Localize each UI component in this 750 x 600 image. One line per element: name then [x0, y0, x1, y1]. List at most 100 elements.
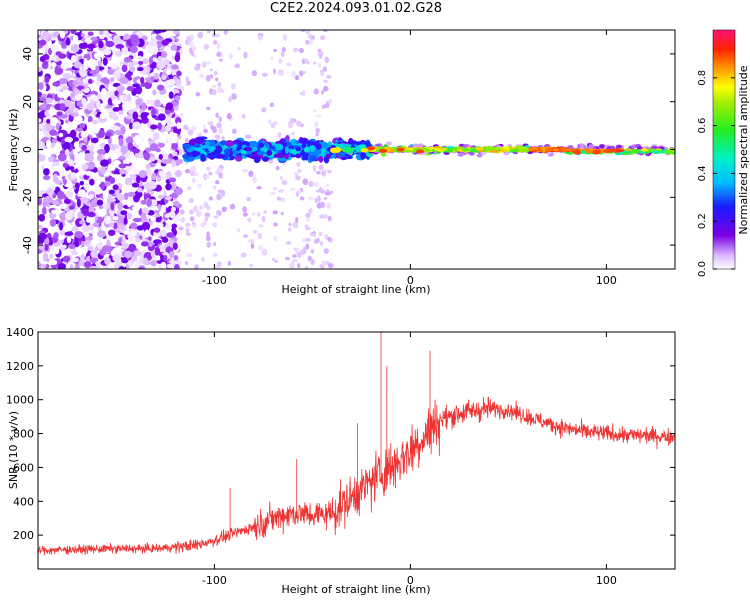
- snr-x-tick-label: 0: [407, 574, 414, 587]
- heatmap-cell: [313, 61, 317, 65]
- heatmap-cell: [354, 146, 362, 151]
- heatmap-cell: [169, 250, 175, 259]
- heatmap-cell: [103, 78, 110, 85]
- heatmap-cell: [178, 226, 184, 231]
- heatmap-cell: [135, 175, 141, 184]
- heatmap-cell: [218, 210, 222, 216]
- heatmap-cell: [112, 216, 119, 221]
- heatmap-cell: [258, 142, 265, 148]
- heatmap-cell: [153, 30, 163, 34]
- heatmap-cell: [171, 136, 178, 144]
- heatmap-cell: [208, 196, 213, 201]
- heatmap-cell: [236, 228, 241, 233]
- heatmap-cell: [97, 60, 103, 67]
- heatmap-cell: [150, 124, 158, 130]
- heatmap-cell: [42, 44, 47, 53]
- heatmap-cell: [324, 191, 331, 196]
- heatmap-cell: [49, 218, 57, 227]
- heatmap-cell: [137, 55, 143, 60]
- snr-x-tick-label: 100: [596, 574, 617, 587]
- heatmap-cell: [173, 200, 180, 207]
- heatmap-cell: [206, 241, 211, 248]
- heatmap-cell: [588, 144, 595, 149]
- heatmap-cell: [86, 211, 96, 218]
- heatmap-cell: [58, 77, 68, 85]
- heatmap-cell: [81, 42, 88, 49]
- heatmap-cell: [44, 75, 50, 84]
- heatmap-cell: [103, 66, 109, 72]
- heatmap-cell: [172, 242, 178, 251]
- heatmap-cell: [249, 140, 258, 148]
- heatmap-cell: [114, 129, 123, 136]
- heatmap-cell: [149, 143, 159, 152]
- heatmap-cell: [640, 148, 648, 152]
- heatmap-cell: [111, 99, 121, 105]
- heatmap-cell: [169, 131, 174, 139]
- heatmap-cell: [122, 105, 129, 113]
- heatmap-cell: [234, 63, 241, 69]
- heatmap-cell: [169, 259, 179, 265]
- heatmap-cell: [246, 196, 251, 202]
- heatmap-cell: [412, 143, 419, 148]
- heatmap-cell: [74, 182, 80, 189]
- heatmap-cell: [253, 156, 261, 164]
- heatmap-cell: [190, 150, 199, 158]
- heatmap-cell: [177, 159, 183, 165]
- heatmap-cell: [129, 230, 138, 236]
- heatmap-cell: [305, 213, 311, 218]
- snr-frame: [37, 331, 676, 570]
- heatmap-cell: [317, 195, 321, 203]
- heatmap-y-tick-label: 40: [21, 47, 34, 61]
- heatmap-cell: [152, 89, 157, 96]
- heatmap-cell: [86, 218, 92, 223]
- heatmap-cell: [272, 68, 277, 75]
- heatmap-cell: [108, 263, 115, 269]
- heatmap-cell: [302, 246, 307, 253]
- heatmap-cell: [161, 39, 169, 46]
- heatmap-cell: [166, 116, 171, 125]
- heatmap-cell: [175, 220, 182, 228]
- heatmap-cell: [189, 216, 195, 222]
- heatmap-cell: [273, 153, 284, 158]
- heatmap-cell: [190, 51, 195, 56]
- heatmap-cell: [213, 185, 217, 190]
- heatmap-cell: [187, 186, 192, 191]
- heatmap-cell: [132, 148, 140, 154]
- heatmap-cell: [124, 180, 134, 186]
- colorbar: 0.0 0.2 0.4 0.6 0.8 Normalized spectral ampl…: [697, 29, 750, 277]
- heatmap-cell: [165, 183, 172, 191]
- heatmap-cell: [118, 266, 125, 269]
- heatmap-cell: [69, 264, 74, 269]
- heatmap-cell: [110, 202, 115, 211]
- heatmap-cell: [45, 97, 53, 104]
- heatmap-cell: [157, 204, 162, 210]
- heatmap-cell: [52, 81, 61, 87]
- heatmap-cell: [157, 84, 165, 91]
- heatmap-cell: [70, 257, 79, 263]
- heatmap-cell: [62, 244, 67, 249]
- snr-y-tick-label: 1000: [6, 394, 34, 407]
- heatmap-cell: [74, 231, 84, 239]
- heatmap-cell: [80, 197, 89, 204]
- heatmap-cell: [129, 45, 138, 54]
- heatmap-cell: [306, 61, 310, 65]
- heatmap-cell: [217, 87, 223, 94]
- heatmap-cell: [93, 52, 101, 60]
- heatmap-cell: [277, 132, 282, 139]
- heatmap-cell: [81, 97, 87, 106]
- heatmap-cell: [220, 140, 226, 146]
- heatmap-cell: [243, 234, 248, 238]
- heatmap-cell: [261, 72, 268, 77]
- heatmap-cell: [218, 172, 222, 177]
- heatmap-cell: [385, 141, 392, 146]
- heatmap-cell: [60, 169, 65, 177]
- heatmap-cell: [58, 132, 64, 138]
- heatmap-cell: [284, 146, 290, 154]
- heatmap-cell: [214, 134, 221, 139]
- heatmap-cell: [320, 35, 326, 41]
- heatmap-cell: [307, 255, 312, 262]
- heatmap-cell: [209, 139, 216, 148]
- heatmap-cell: [108, 111, 117, 120]
- heatmap-cell: [161, 159, 170, 164]
- heatmap-cell: [119, 223, 125, 230]
